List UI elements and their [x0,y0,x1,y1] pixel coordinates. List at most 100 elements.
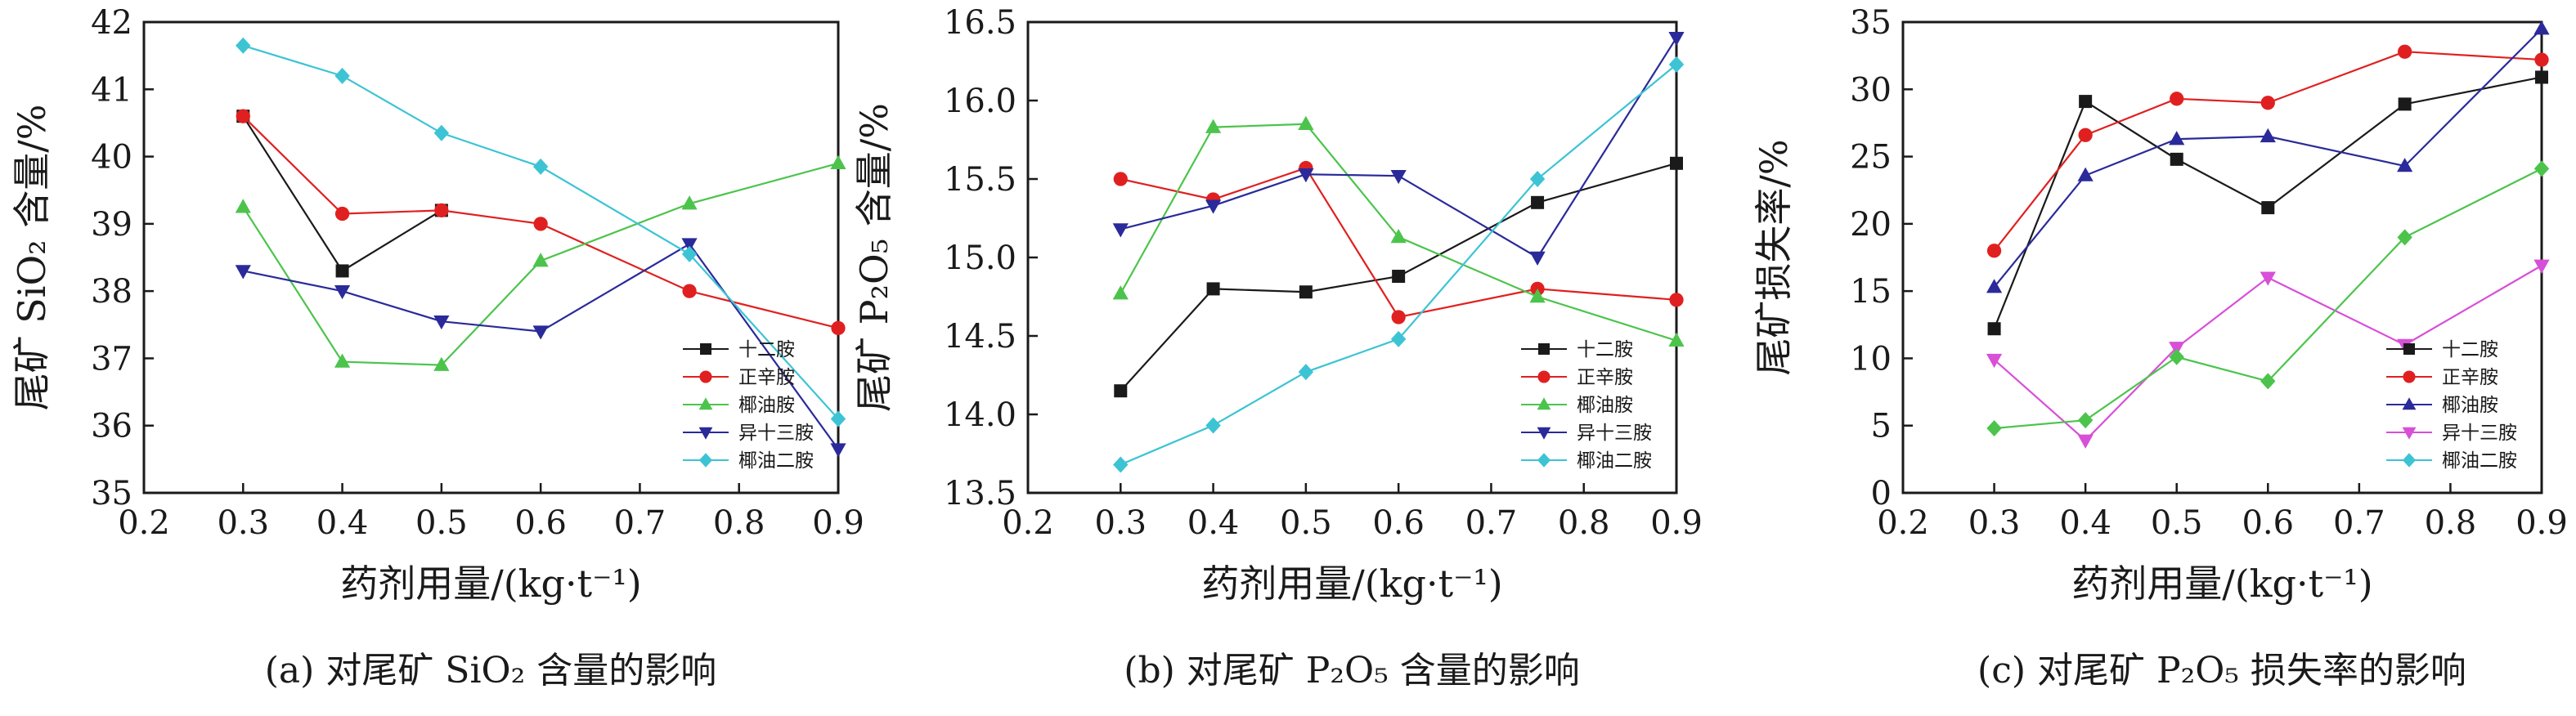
legend-marker [2402,397,2417,410]
y-tick-label: 15.0 [944,239,1016,277]
data-point [681,238,698,253]
x-axis-title: 药剂用量/(kg·t⁻¹) [2071,562,2373,606]
panel-caption: (b) 对尾矿 P₂O₅ 含量的影响 [1124,650,1579,691]
data-point [1113,456,1129,473]
y-tick-label: 14.0 [944,396,1016,434]
x-tick-label: 0.9 [1650,504,1703,542]
y-tick-label: 16.5 [944,4,1016,42]
data-point [236,109,250,123]
data-point [1113,172,1128,186]
data-point [2077,412,2094,429]
legend-label: 正辛胺 [738,367,795,388]
series-line [1993,264,2542,442]
y-tick-label: 35 [91,475,132,512]
legend-marker [1537,397,1551,410]
series-line [1993,51,2542,252]
series-3 [235,154,846,371]
plot-frame [142,20,840,494]
series-5 [1113,56,1685,473]
x-tick-label: 0.2 [118,504,170,542]
legend-marker [698,453,713,468]
legend-label: 椰油胺 [1577,395,1633,416]
data-point [334,284,351,300]
data-point [2079,95,2093,109]
legend-marker [2403,343,2415,355]
data-point [2078,128,2093,142]
x-tick-label: 0.4 [2059,504,2112,542]
panel-3: 0.2 0.3 0.4 0.5 0.6 0.7 0.8 0.9 0 5 10 15 20 25 30 35 药剂… [1752,4,2568,691]
data-point [2077,434,2094,449]
y-tick-label: 15.5 [944,161,1016,199]
data-point [2260,373,2276,390]
data-point [1390,229,1407,244]
y-tick-label: 20 [1850,206,1892,244]
y-tick-label: 39 [91,206,132,244]
data-point [1986,279,2003,293]
legend-marker [1538,343,1550,355]
y-tick-label: 38 [91,273,132,311]
data-point [1205,119,1222,133]
x-tick-label: 0.5 [415,504,468,542]
data-point [1529,171,1546,187]
data-point [830,410,846,427]
y-tick-label: 13.5 [944,475,1016,512]
x-tick-label: 0.8 [2425,504,2477,542]
x-tick-label: 0.4 [316,504,369,542]
series-line [242,162,839,366]
series-2 [1986,44,2549,258]
data-point [2260,96,2275,110]
x-tick-label: 0.8 [713,504,765,542]
y-tick-label: 14.5 [944,318,1016,356]
data-point [2397,158,2413,172]
data-point [1986,353,2003,369]
data-point [334,206,350,222]
legend-label: 正辛胺 [2442,367,2498,388]
data-point [2170,92,2184,106]
x-tick-label: 0.2 [1877,504,1929,542]
data-point [2398,44,2412,59]
data-point [1986,244,2002,258]
data-point [2169,131,2185,145]
data-point [235,199,251,213]
series-6 [1986,160,2550,437]
series-line [242,44,839,420]
legend-marker [1537,453,1551,468]
data-point [1390,169,1407,185]
y-tick-label: 37 [91,340,132,378]
x-tick-label: 0.3 [1094,504,1147,542]
data-point [2533,259,2550,274]
data-point [1390,330,1407,347]
series-line [1993,76,2542,329]
data-point [433,356,450,371]
legend-label: 十二胺 [738,339,795,360]
y-tick-label: 36 [91,408,132,445]
data-point [1206,282,1220,296]
series-line [1120,167,1677,319]
panel-2: 0.2 0.3 0.4 0.5 0.6 0.7 0.8 0.9 13.5 14.0 14.5 15.0… [852,4,1703,691]
data-point [1298,115,1314,130]
data-point [334,353,351,368]
data-point [1299,285,1313,299]
y-tick-label: 30 [1850,71,1892,109]
data-point [533,217,548,231]
legend-marker [700,343,711,355]
series-line [1994,168,2542,430]
legend-label: 十二胺 [1577,339,1633,360]
x-tick-label: 0.3 [1968,504,2021,542]
data-point [433,124,450,141]
data-point [1298,168,1314,183]
legend-label: 异十三胺 [738,423,814,444]
x-tick-label: 0.5 [2151,504,2203,542]
legend-marker [698,397,713,410]
data-point [1529,251,1546,266]
legend-label: 椰油胺 [738,395,795,416]
data-point [2260,271,2276,286]
data-point [2533,160,2550,177]
series-line [1120,162,1677,392]
data-point [1986,420,2002,437]
legend-label: 椰油胺 [2442,395,2498,416]
data-point [831,320,846,336]
